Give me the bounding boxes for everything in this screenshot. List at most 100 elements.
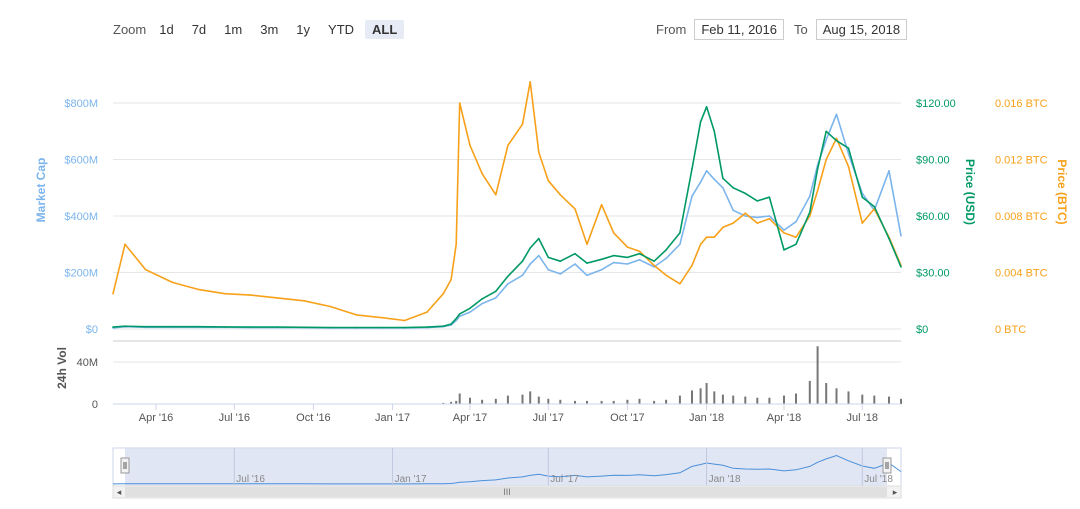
data-point (559, 273, 562, 275)
navigator-tick-label: Jul '18 (864, 474, 893, 485)
data-point (809, 211, 811, 213)
data-point (403, 326, 406, 329)
data-point (825, 130, 827, 133)
zoom-button-1d[interactable]: 1d (159, 21, 174, 37)
scroll-left-arrow-icon[interactable]: ◂ (117, 487, 122, 497)
data-point (507, 144, 509, 147)
volume-bar (455, 400, 458, 404)
scroll-right-arrow-icon[interactable]: ▸ (893, 487, 898, 497)
to-date-input[interactable]: Aug 15, 2018 (815, 18, 908, 40)
data-point (574, 263, 576, 265)
data-point (144, 268, 147, 271)
data-point (481, 172, 483, 175)
volume-bar (529, 391, 532, 404)
data-point (861, 222, 864, 224)
data-point (600, 203, 603, 206)
data-point (276, 326, 279, 328)
data-point (381, 316, 384, 319)
data-point (816, 189, 819, 192)
data-point (705, 236, 708, 238)
navigator-tick-label: Jan '17 (395, 474, 427, 485)
data-point (835, 139, 838, 142)
data-point (825, 138, 827, 141)
data-point (691, 195, 693, 197)
volume-bar (861, 394, 864, 404)
data-point (171, 281, 174, 284)
data-point (691, 168, 693, 170)
x-tick-label: Jan '17 (375, 412, 410, 424)
data-point (847, 165, 850, 168)
zoom-button-1m[interactable]: 1m (224, 21, 243, 37)
data-point (507, 275, 509, 278)
data-point (450, 278, 452, 281)
volume-bar (756, 397, 759, 404)
zoom-button-7d[interactable]: 7d (191, 21, 207, 37)
price-usd-tick-label: $90.00 (916, 155, 950, 167)
data-point (816, 168, 819, 170)
zoom-button-all[interactable]: ALL (365, 19, 405, 39)
data-point (756, 200, 759, 202)
data-point (547, 268, 550, 271)
data-point (355, 326, 358, 329)
volume-bar (900, 398, 902, 405)
volume-bar (458, 393, 461, 404)
x-tick-label: Jul '16 (219, 412, 250, 424)
navigator-handle-right[interactable] (882, 457, 892, 474)
volume-bar (626, 399, 629, 404)
volume-bar (481, 399, 484, 404)
data-point (521, 274, 524, 277)
data-point (455, 317, 458, 320)
x-tick-label: Jul '18 (847, 412, 878, 424)
data-point (612, 261, 615, 264)
data-point (679, 243, 681, 246)
data-point (900, 235, 902, 237)
volume-bar (600, 400, 603, 404)
data-point (249, 294, 252, 296)
data-point (768, 215, 771, 217)
navigator-handle-left[interactable] (120, 457, 130, 474)
data-point (795, 220, 797, 223)
volume-bar (547, 398, 550, 405)
x-tick-label: Oct '16 (296, 412, 331, 424)
navigator-selection[interactable] (125, 448, 887, 486)
scrollbar-thumb[interactable] (125, 487, 887, 497)
data-point (713, 236, 716, 238)
zoom-bar: Zoom 1d 7d 1m 3m 1y YTD ALL (113, 18, 408, 40)
data-point (665, 257, 667, 260)
navigator[interactable]: Jul '16 Jan '17 Jul '17 Jan '18 Jul '18 (112, 447, 902, 487)
zoom-button-3m[interactable]: 3m (260, 21, 279, 37)
data-point (795, 243, 797, 246)
data-point (197, 325, 199, 328)
scrollbar-grip-icon[interactable]: III (503, 487, 511, 497)
data-point (722, 177, 724, 180)
data-point (653, 260, 655, 263)
zoom-button-1y[interactable]: 1y (296, 21, 311, 37)
price-btc-tick-label: 0.016 BTC (995, 98, 1048, 110)
volume-bar (732, 395, 735, 404)
data-point (835, 137, 838, 140)
data-point (521, 260, 524, 263)
date-range: From Feb 11, 2016 To Aug 15, 2018 (656, 18, 908, 40)
volume-bar (713, 391, 716, 404)
navigator-scrollbar[interactable]: ◂ ▸ III (112, 485, 902, 499)
data-point (481, 302, 483, 305)
volume-bar (442, 402, 445, 404)
data-point (626, 246, 629, 248)
data-point (469, 311, 471, 313)
data-point (303, 300, 305, 302)
zoom-button-ytd[interactable]: YTD (328, 21, 355, 37)
volume-bar (586, 400, 588, 404)
data-point (888, 237, 890, 240)
from-date-input[interactable]: Feb 11, 2016 (694, 18, 784, 40)
data-point (699, 121, 702, 123)
data-point (224, 326, 226, 328)
data-point (861, 196, 864, 198)
data-point (529, 263, 531, 265)
data-point (574, 252, 576, 255)
data-point (722, 226, 724, 229)
axes-layer: $0 $0 0 BTC $200M $30.00 0.004 BTC $400M $60.00… (64, 98, 1047, 424)
market-cap-tick-label: $0 (86, 324, 98, 336)
data-point (495, 194, 497, 196)
data-point (756, 222, 759, 224)
data-point (586, 274, 588, 277)
